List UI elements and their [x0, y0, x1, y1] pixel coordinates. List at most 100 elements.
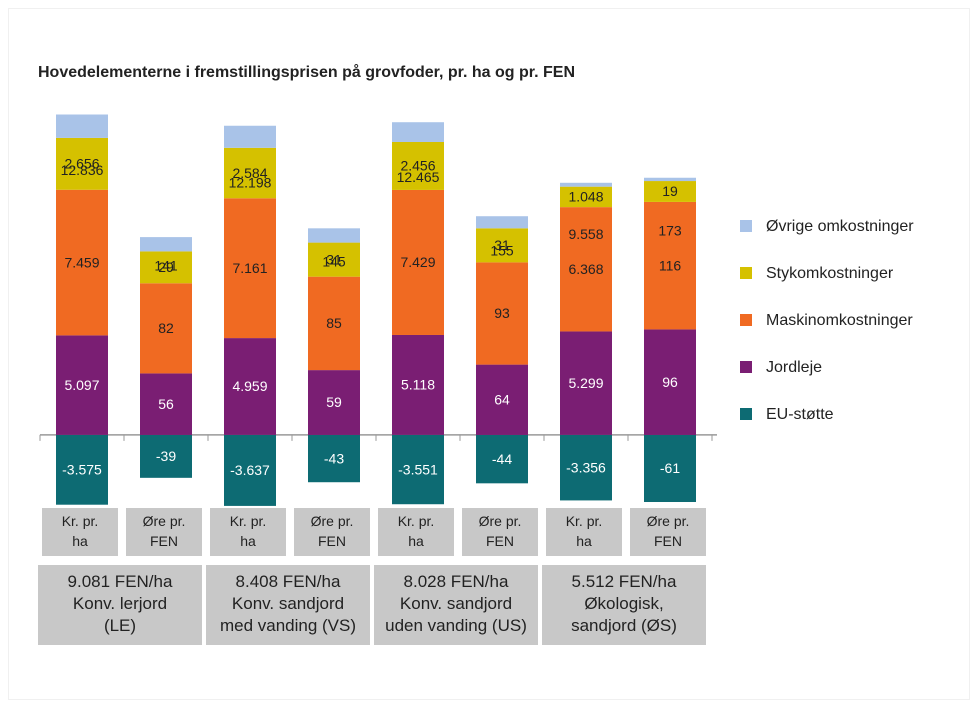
- bar-segment: [476, 262, 528, 365]
- bar-segment: [56, 137, 108, 190]
- legend-swatch: [740, 314, 752, 326]
- value-label: 85: [326, 315, 342, 331]
- bar-segment: [56, 189, 108, 336]
- category-label: Kr. pr. ha: [210, 508, 286, 556]
- total-label: 145: [322, 253, 346, 269]
- value-label: 56: [158, 396, 174, 412]
- value-label: 1.048: [568, 189, 603, 205]
- bar-segment: [392, 141, 444, 190]
- value-label: -39: [156, 448, 176, 464]
- bar-segment: [308, 434, 360, 483]
- value-label: 116: [659, 257, 682, 273]
- bar-segment: [644, 177, 696, 182]
- bar-segment: [140, 251, 192, 284]
- value-label: -3.575: [62, 462, 102, 478]
- value-label: 7.459: [64, 254, 99, 270]
- value-label: 7.429: [400, 254, 435, 270]
- bar-segment: [476, 216, 528, 229]
- value-label: 64: [494, 391, 510, 407]
- legend-swatch: [740, 408, 752, 420]
- group-label: 8.028 FEN/ha Konv. sandjord uden vanding (…: [374, 565, 538, 645]
- value-label: 2.656: [64, 156, 99, 172]
- bar-segment: [392, 434, 444, 505]
- chart-title: Hovedelementerne i fremstillingsprisen p…: [38, 63, 575, 81]
- value-label: -44: [492, 451, 512, 467]
- bar-segment: [308, 276, 360, 371]
- value-label: -43: [324, 450, 344, 466]
- category-label: Øre pr. FEN: [462, 508, 538, 556]
- value-label: 59: [326, 394, 342, 410]
- value-label: 2.584: [232, 165, 267, 181]
- bar-segment: [476, 434, 528, 484]
- bar-segment: [476, 228, 528, 263]
- bar-segment: [308, 370, 360, 435]
- total-label: 12.465: [397, 169, 440, 185]
- group-label: 9.081 FEN/ha Konv. lerjord (LE): [38, 565, 202, 645]
- bar-segment: [140, 237, 192, 252]
- bar-segment: [560, 434, 612, 501]
- legend-label: EU-støtte: [766, 406, 834, 423]
- group-label-line: med vanding (VS): [219, 616, 357, 635]
- value-label: 93: [494, 305, 510, 321]
- bar-segment: [392, 189, 444, 335]
- bar-segment: [308, 242, 360, 277]
- category-label: Øre pr. FEN: [126, 508, 202, 556]
- legend-swatch: [740, 267, 752, 279]
- legend-label: Øvrige omkostninger: [766, 218, 914, 235]
- value-label: 31: [494, 237, 510, 253]
- bar-segment: [644, 201, 696, 330]
- bar-segment: [560, 186, 612, 208]
- legend-label: Stykomkostninger: [766, 265, 894, 282]
- bar-segment: [56, 114, 108, 138]
- bar-segment: [140, 434, 192, 478]
- bar-segment: [560, 207, 612, 332]
- bar-segment: [308, 228, 360, 243]
- bar-segment: [56, 434, 108, 505]
- bar-segment: [224, 198, 276, 339]
- category-label: Øre pr. FEN: [630, 508, 706, 556]
- value-label: -61: [660, 460, 680, 476]
- bar-segment: [644, 434, 696, 503]
- bar-segment: [56, 335, 108, 435]
- bar-segment: [476, 364, 528, 435]
- category-label: Kr. pr. ha: [378, 508, 454, 556]
- category-label: Kr. pr. ha: [42, 508, 118, 556]
- group-label-line: uden vanding (US): [385, 616, 527, 635]
- legend-swatch: [740, 361, 752, 373]
- category-label: Øre pr. FEN: [294, 508, 370, 556]
- group-label-line: 8.408 FEN/ha: [235, 572, 341, 591]
- value-label: -3.637: [230, 462, 270, 478]
- legend-label: Jordleje: [766, 359, 822, 376]
- value-label: 82: [158, 320, 174, 336]
- group-label-line: 5.512 FEN/ha: [571, 572, 677, 591]
- bar-segment: [224, 338, 276, 435]
- bar-segment: [644, 329, 696, 435]
- bar-segment: [560, 182, 612, 187]
- value-label: 5.097: [64, 377, 99, 393]
- legend-label: Maskinomkostninger: [766, 312, 913, 329]
- value-label: 5.299: [568, 375, 603, 391]
- bar-segment: [392, 122, 444, 142]
- bar-segment: [140, 373, 192, 435]
- bar-segment: [224, 125, 276, 148]
- value-label: 31: [326, 251, 342, 267]
- group-label-line: sandjord (ØS): [571, 616, 677, 635]
- bar-segment: [644, 181, 696, 202]
- category-label: Kr. pr. ha: [546, 508, 622, 556]
- bar-segment: [140, 283, 192, 374]
- value-label: 5.118: [401, 377, 435, 393]
- bar-segment: [560, 331, 612, 435]
- total-label: 12.836: [61, 162, 104, 178]
- total-label: 141: [154, 258, 178, 274]
- group-label-line: 9.081 FEN/ha: [67, 572, 173, 591]
- group-label-line: Konv. lerjord: [72, 594, 168, 613]
- group-label-line: Konv. sandjord: [399, 594, 513, 613]
- bar-segment: [392, 334, 444, 435]
- frame: [8, 8, 970, 700]
- group-label: 8.408 FEN/ha Konv. sandjord med vanding (V…: [206, 565, 370, 645]
- value-label: 4.959: [232, 378, 267, 394]
- total-label: 9.558: [568, 226, 603, 242]
- value-label: 7.161: [232, 260, 267, 276]
